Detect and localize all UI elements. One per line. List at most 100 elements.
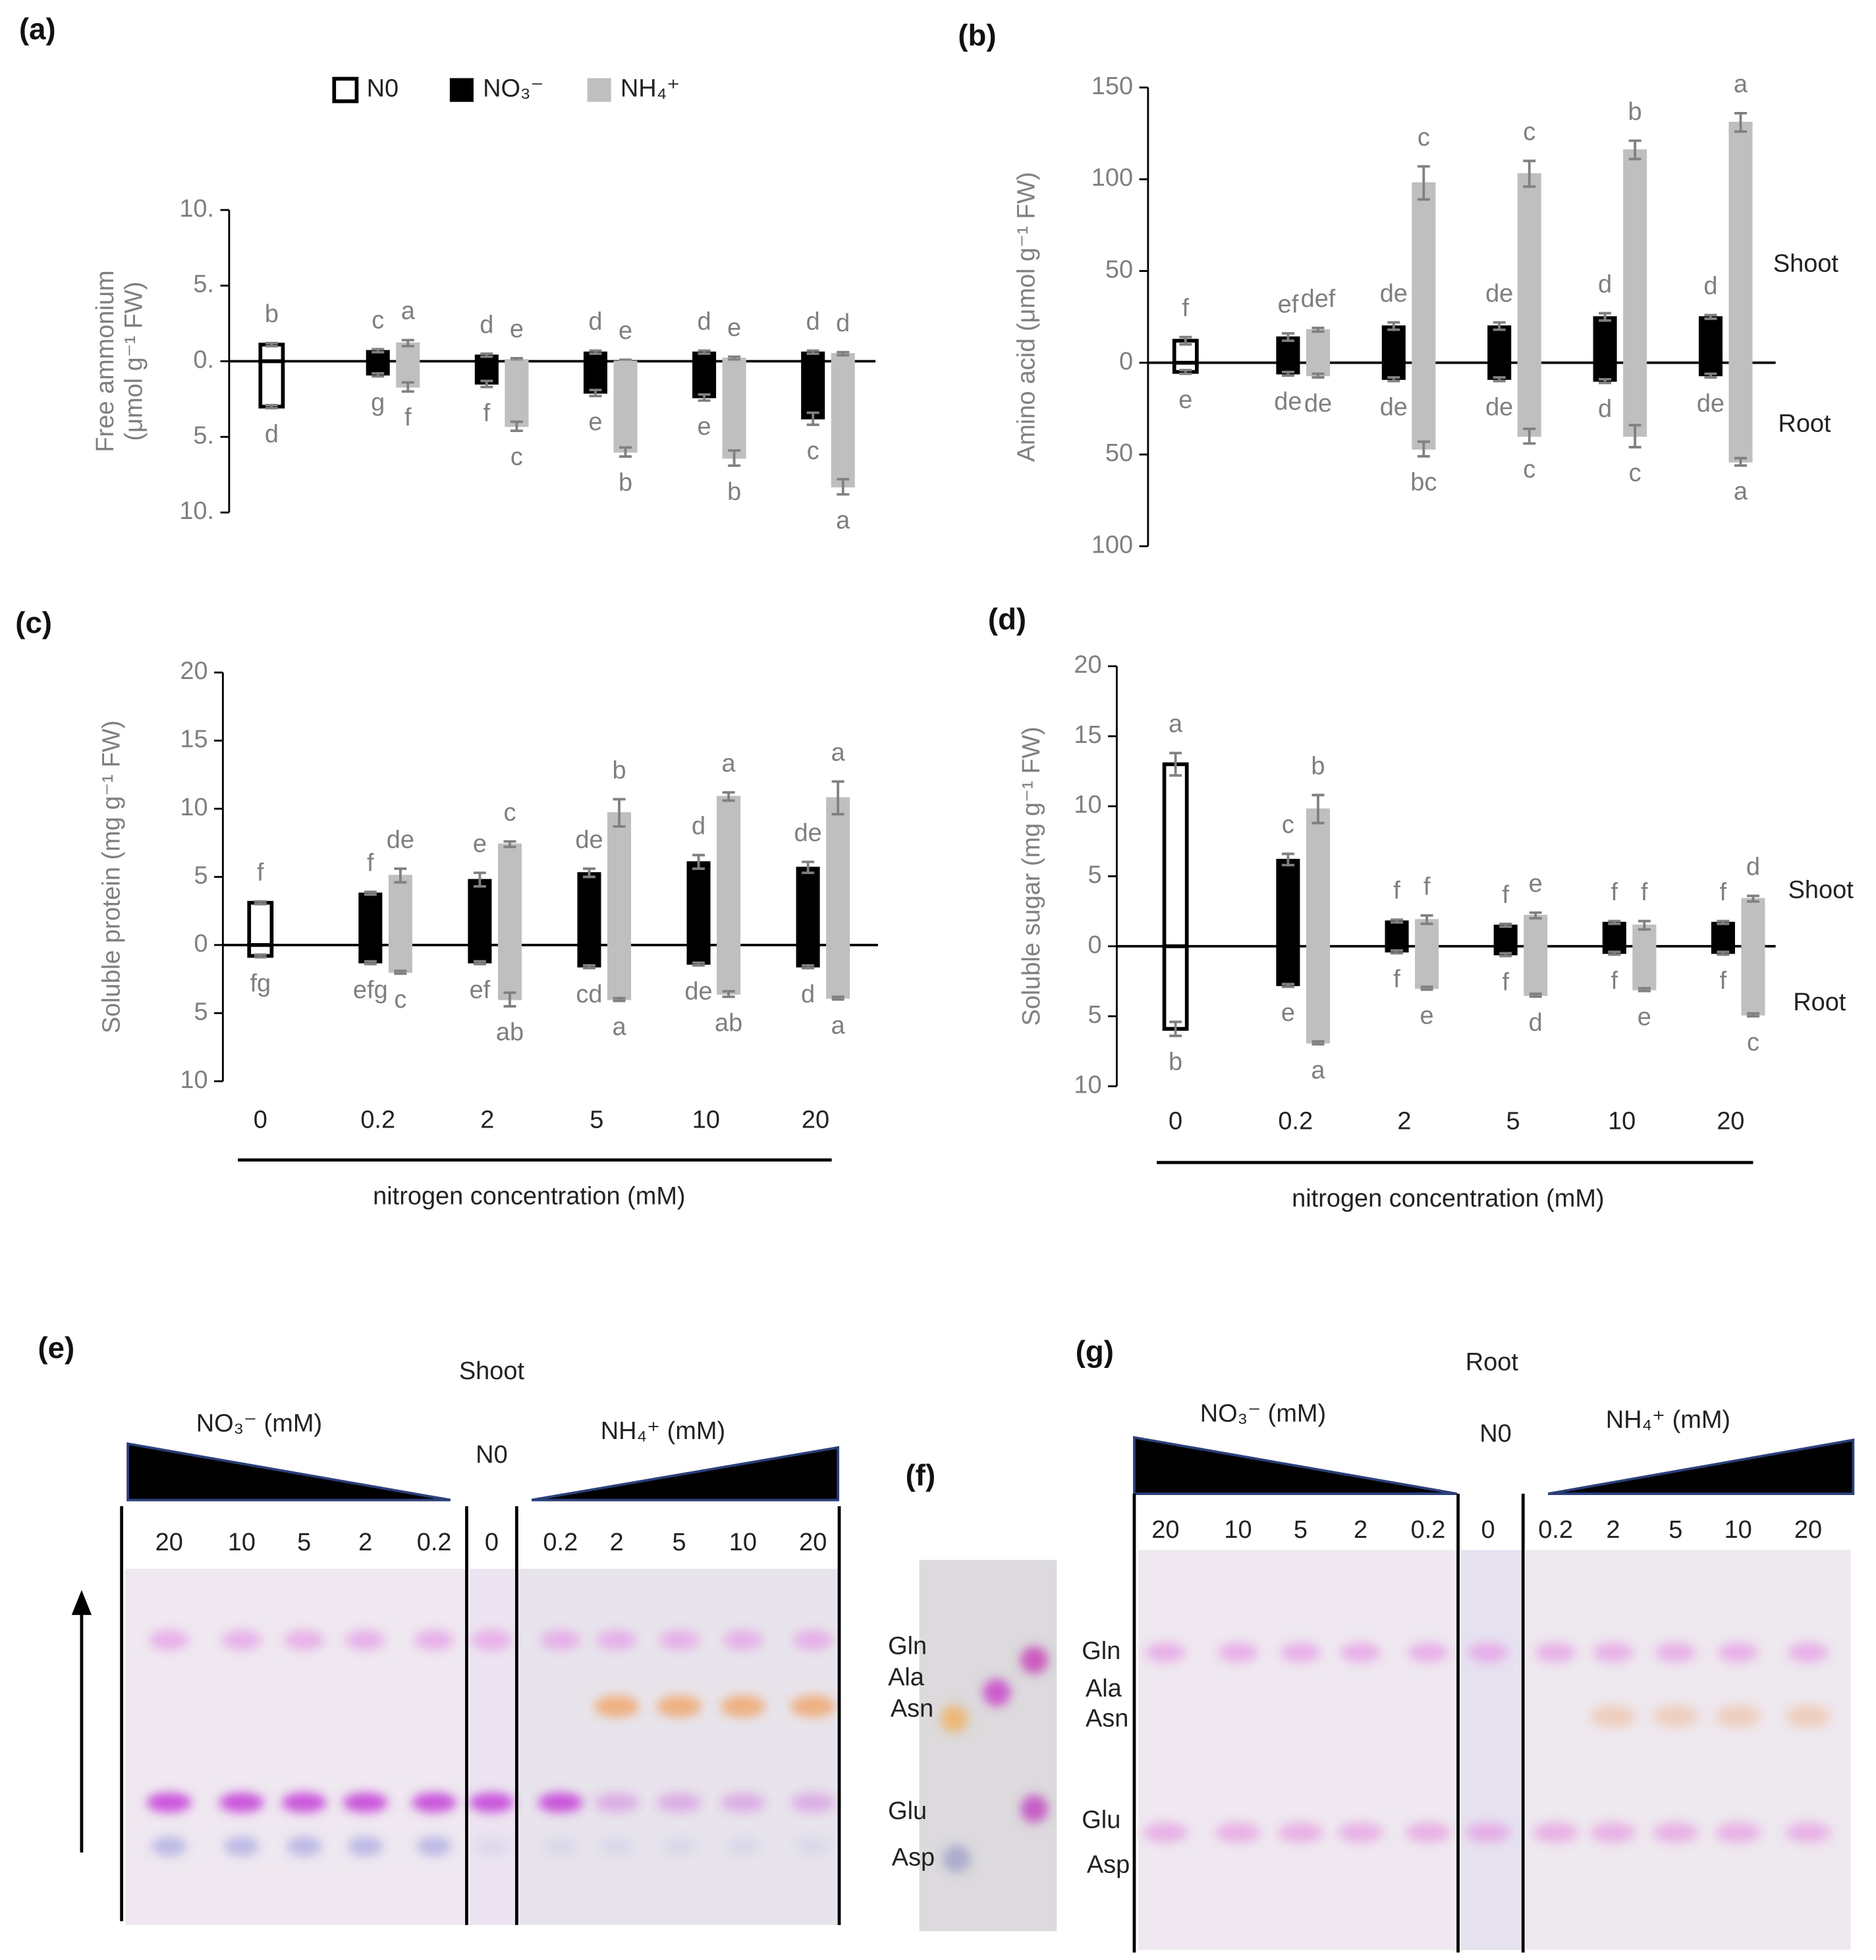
error-bar [1746,1012,1759,1018]
bar [826,797,850,946]
spot [1465,1822,1511,1843]
significance-letter: d [588,308,602,336]
error-bar [1179,369,1192,375]
spot [1143,1822,1188,1843]
y-tick-label: 5 [1088,1001,1102,1029]
bar [613,360,638,453]
error-bar [582,964,595,969]
significance-letter: a [612,1013,626,1041]
spot [149,1629,190,1650]
y-tick-label: 50 [1105,256,1133,284]
spot [1278,1822,1323,1843]
spot [1590,1704,1636,1728]
gel [1138,1550,1457,1950]
error-bar [692,961,705,967]
spot [1215,1822,1261,1843]
significance-letter: a [1734,70,1748,98]
bar [1306,808,1331,947]
significance-letter: de [387,826,414,854]
x-tick-label: 5 [590,1106,603,1134]
spot [472,1629,512,1650]
error-bar [364,960,377,966]
significance-letter: e [588,408,602,436]
legend-swatch [587,78,611,102]
y-axis-label: Soluble sugar (mg g⁻¹ FW) [1018,726,1045,1025]
error-bar [1499,922,1512,928]
bar [577,872,601,946]
spot [656,1695,702,1718]
gel [1460,1550,1522,1950]
error-bar [1638,919,1651,931]
y-tick-label: 5 [194,861,207,889]
spot [723,1629,763,1650]
bar [1487,325,1512,364]
y-tick-label: 0 [194,930,207,958]
bar [1517,362,1541,437]
error-bar [1704,372,1717,379]
y-tick-label: 0 [1119,348,1133,375]
bar [717,944,741,995]
significance-letter: b [1628,98,1642,126]
legend-swatch [332,76,359,103]
significance-letter: de [1697,390,1724,418]
lane-label: 10 [1224,1516,1252,1544]
marker-label: Ala [1086,1675,1122,1702]
error-bar [1523,159,1536,188]
lane-label: 0.2 [1411,1516,1446,1544]
error-bar [1493,321,1506,331]
x-tick-label: 20 [802,1106,829,1134]
spot [725,1836,761,1857]
x-tick-label: 0.2 [360,1106,395,1134]
error-bar [372,371,385,378]
lane-label: 2 [1606,1516,1620,1544]
significance-letter: f [1641,879,1648,906]
significance-letter: de [1485,280,1513,308]
x-tick-label: 5 [1506,1107,1520,1135]
significance-letter: de [1274,388,1302,416]
error-bar [1523,427,1536,445]
x-tick-label: 0 [254,1106,267,1134]
lane-label: 20 [155,1529,183,1556]
panel-title: Shoot [459,1357,525,1385]
significance-letter: c [394,986,406,1014]
spot [281,1792,327,1813]
error-bar [1420,914,1433,925]
significance-letter: d [836,310,850,337]
error-bar [837,477,850,496]
bar [505,360,529,427]
spot [1218,1642,1258,1663]
significance-letter: f [1611,967,1618,994]
bar [722,360,746,459]
y-tick-label: 5. [193,271,214,298]
marker-label: Glu [888,1797,927,1825]
bar [831,360,855,488]
spot [474,1836,509,1857]
y-tick-label: 10. [179,497,214,525]
significance-letter: d [1703,273,1717,300]
significance-letter: c [1523,456,1535,483]
legend-label: NH₄⁺ [621,75,680,103]
spot [792,1629,833,1650]
header: NO₃⁻ (mM) [196,1410,322,1438]
gradient-triangle [1547,1438,1855,1495]
panel-title: Root [1466,1349,1519,1376]
lane-label: 5 [673,1529,686,1556]
spot [543,1836,578,1857]
error-bar [1391,918,1404,924]
bar [686,944,711,965]
bar [1415,919,1439,947]
header: N0 [476,1441,508,1469]
error-bar [698,349,711,355]
root-label: Root [1778,410,1831,437]
y-tick-label: 10 [1074,791,1101,819]
error-bar [1599,377,1612,385]
y-tick-label: 10 [1074,1071,1101,1099]
significance-letter: a [836,506,850,534]
bar [1172,339,1199,365]
spot [219,1792,264,1813]
header: NO₃⁻ (mM) [1200,1400,1326,1428]
error-bar [698,393,711,402]
x-tick-label: 2 [1397,1107,1411,1135]
error-bar [1391,949,1404,955]
bar [1162,762,1189,948]
